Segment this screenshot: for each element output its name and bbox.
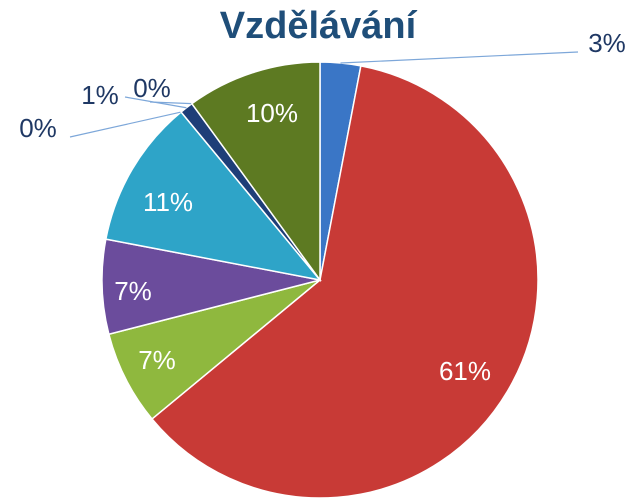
chart-title: Vzdělávání — [220, 5, 418, 47]
data-label: 61% — [439, 356, 491, 386]
pie-slice — [150, 64, 539, 499]
leader-line — [149, 101, 192, 105]
pie-slice — [190, 61, 321, 283]
data-label: 11% — [143, 187, 193, 217]
data-label: 3% — [588, 28, 626, 58]
data-label: 7% — [138, 345, 176, 375]
data-label: 0% — [19, 113, 57, 143]
data-label: 1% — [81, 80, 119, 110]
data-label: 10% — [246, 98, 298, 128]
leader-line — [340, 51, 579, 64]
pie-slice — [104, 110, 322, 282]
data-label: 7% — [114, 276, 152, 306]
leader-line — [69, 111, 182, 138]
data-label: 0% — [133, 73, 171, 103]
